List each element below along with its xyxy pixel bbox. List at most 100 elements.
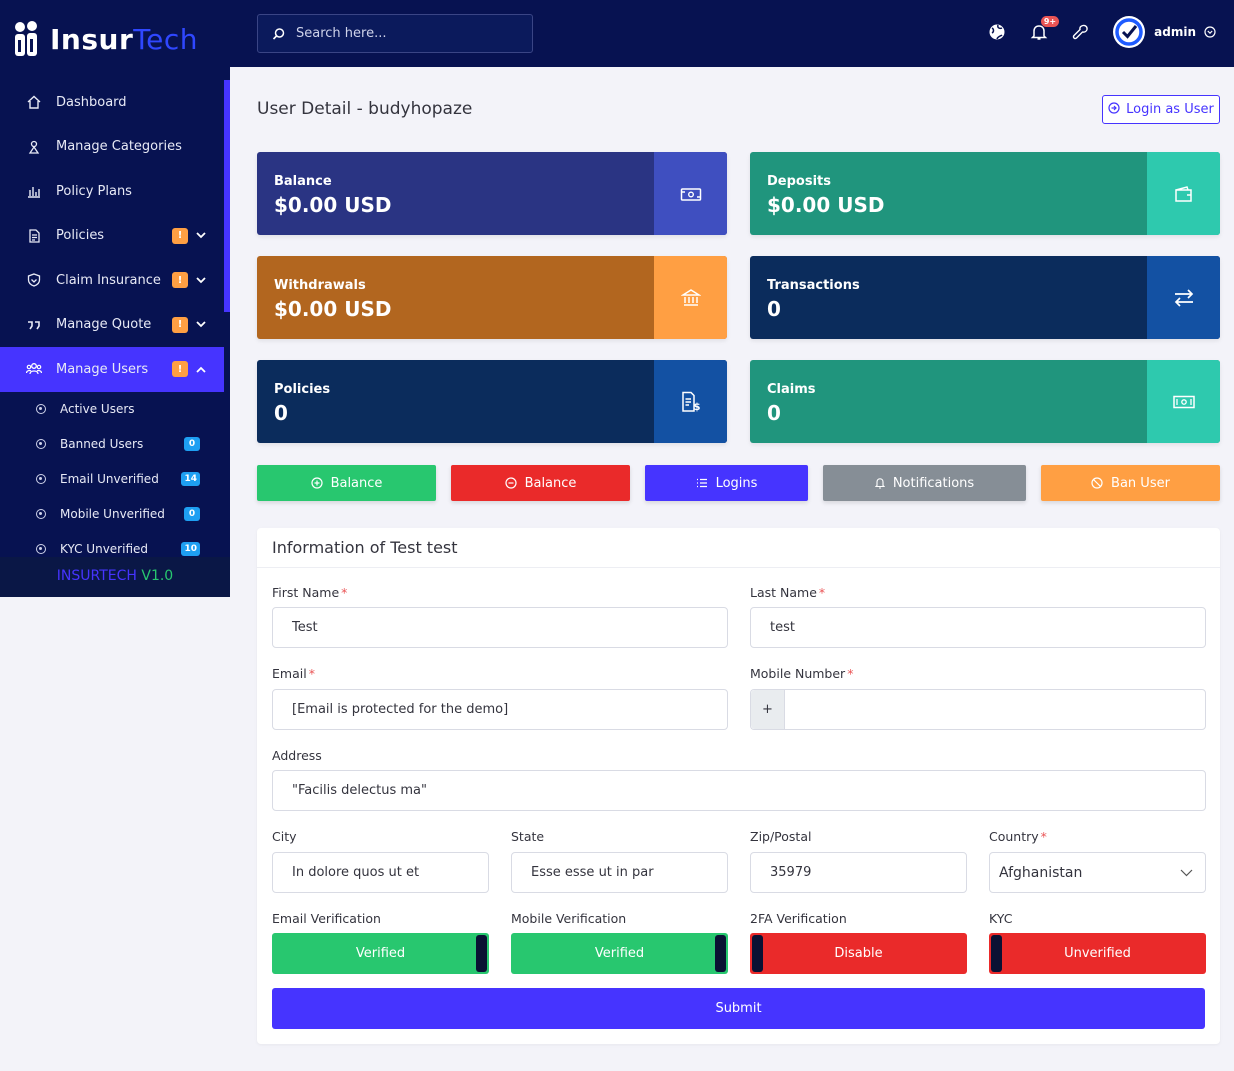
twofa-verification-toggle[interactable]: Disable <box>750 933 967 974</box>
email-field[interactable]: [Email is protected for the demo] <box>272 689 728 730</box>
topbar-actions: 9+ admin <box>965 14 1216 50</box>
sidebar-item-label: Manage Users <box>56 361 149 377</box>
avatar[interactable] <box>1113 16 1146 48</box>
ban-user-button[interactable]: Ban User <box>1041 465 1220 501</box>
chevron-down-circle-icon[interactable] <box>1204 26 1216 38</box>
sidebar-item-policies[interactable]: Policies ! <box>0 214 224 259</box>
submit-button[interactable]: Submit <box>272 988 1205 1029</box>
sidebar-item-label: Claim Insurance <box>56 272 161 288</box>
sidebar-item-manage-users[interactable]: Manage Users ! <box>0 347 224 392</box>
widget-value: 0 <box>767 401 781 425</box>
circle-dot-icon <box>36 474 46 484</box>
warning-badge: ! <box>172 316 188 333</box>
sidebar-item-dashboard[interactable]: Dashboard <box>0 80 224 125</box>
home-icon <box>26 94 42 110</box>
admin-name[interactable]: admin <box>1154 25 1196 39</box>
document-icon <box>26 228 42 244</box>
widget-title: Policies <box>274 382 331 397</box>
circle-dot-icon <box>36 509 46 519</box>
widget-value: $0.00 USD <box>274 193 392 217</box>
widget-value: 0 <box>274 401 288 425</box>
notifications-button[interactable]: Notifications <box>823 465 1026 501</box>
kyc-toggle[interactable]: Unverified <box>989 933 1206 974</box>
wallet-icon <box>1147 152 1220 235</box>
sidebar-subitem-banned-users[interactable]: Banned Users 0 <box>0 427 224 462</box>
toggle-handle[interactable] <box>715 935 726 972</box>
toggle-handle[interactable] <box>476 935 487 972</box>
notification-count-badge: 9+ <box>1040 16 1060 27</box>
country-select[interactable]: Afghanistan <box>989 852 1206 893</box>
count-badge: 14 <box>181 472 200 486</box>
sidebar-subitem-label: Email Unverified <box>60 472 159 486</box>
login-as-user-button[interactable]: Login as User <box>1102 95 1220 124</box>
mobile-verification-toggle[interactable]: Verified <box>511 933 728 974</box>
circle-dot-icon <box>36 404 46 414</box>
sidebar-subitem-mobile-unverified[interactable]: Mobile Unverified 0 <box>0 497 224 532</box>
widget-title: Withdrawals <box>274 278 366 293</box>
first-name-label: First Name * <box>272 585 348 600</box>
users-icon <box>26 361 42 377</box>
first-name-field[interactable]: Test <box>272 607 728 648</box>
globe-icon[interactable] <box>987 22 1007 42</box>
widget-policies[interactable]: Policies 0 $ <box>257 360 727 443</box>
count-badge: 0 <box>184 507 200 521</box>
state-field[interactable]: Esse esse ut in par <box>511 852 728 893</box>
email-verification-toggle[interactable]: Verified <box>272 933 489 974</box>
sidebar-subitem-kyc-unverified[interactable]: KYC Unverified 10 <box>0 532 224 567</box>
sidebar-item-policy-plans[interactable]: Policy Plans <box>0 169 224 214</box>
brand-name: InsurTech <box>50 22 198 56</box>
mobile-number-field[interactable]: + <box>750 689 1206 730</box>
city-label: City <box>272 829 297 844</box>
sidebar-subitem-label: KYC Unverified <box>60 542 149 556</box>
svg-text:$: $ <box>693 402 700 413</box>
exchange-icon <box>1147 256 1220 339</box>
widget-title: Deposits <box>767 174 831 189</box>
address-label: Address <box>272 748 322 763</box>
sidebar-item-label: Dashboard <box>56 94 127 110</box>
shield-icon <box>26 272 42 288</box>
widget-deposits[interactable]: Deposits $0.00 USD <box>750 152 1220 235</box>
sidebar-subitem-label: Mobile Unverified <box>60 507 165 521</box>
country-label: Country * <box>989 829 1047 844</box>
plus-circle-icon <box>310 477 323 489</box>
page-title: User Detail - budyhopaze <box>257 99 473 119</box>
bell-icon[interactable]: 9+ <box>1029 16 1060 42</box>
widget-title: Balance <box>274 174 332 189</box>
widget-claims[interactable]: Claims 0 <box>750 360 1220 443</box>
sidebar-scrollbar[interactable] <box>224 80 230 312</box>
widget-balance[interactable]: Balance $0.00 USD <box>257 152 727 235</box>
last-name-field[interactable]: test <box>750 607 1206 648</box>
mobile-verification-label: Mobile Verification <box>511 911 627 926</box>
zip-field[interactable]: 35979 <box>750 852 967 893</box>
city-field[interactable]: In dolore quos ut et <box>272 852 489 893</box>
sidebar-subitem-email-unverified[interactable]: Email Unverified 14 <box>0 462 224 497</box>
add-balance-button[interactable]: Balance <box>257 465 436 501</box>
mobile-prefix: + <box>751 690 785 729</box>
version-label: INSURTECH V1.0 <box>0 557 230 597</box>
sidebar-subitem-active-users[interactable]: Active Users <box>0 392 224 427</box>
count-badge: 10 <box>181 542 200 556</box>
address-field[interactable]: "Facilis delectus ma" <box>272 770 1206 811</box>
widget-withdrawals[interactable]: Withdrawals $0.00 USD <box>257 256 727 339</box>
toggle-handle[interactable] <box>752 935 763 972</box>
chevron-down-icon <box>196 232 206 239</box>
brand-logo[interactable]: InsurTech <box>0 0 230 78</box>
widget-transactions[interactable]: Transactions 0 <box>750 256 1220 339</box>
sidebar-item-claim-insurance[interactable]: Claim Insurance ! <box>0 258 224 303</box>
tree-icon <box>26 139 42 155</box>
sidebar-item-manage-quote[interactable]: Manage Quote ! <box>0 303 224 348</box>
state-label: State <box>511 829 545 844</box>
count-badge: 0 <box>184 437 200 451</box>
logins-button[interactable]: Logins <box>645 465 808 501</box>
sidebar-item-manage-categories[interactable]: Manage Categories <box>0 125 224 170</box>
sidebar-menu: Dashboard Manage Categories Policy Plans… <box>0 80 224 567</box>
search-input[interactable] <box>296 26 516 41</box>
quote-icon <box>26 317 42 333</box>
widget-title: Claims <box>767 382 816 397</box>
toggle-handle[interactable] <box>991 935 1002 972</box>
wrench-icon[interactable] <box>1071 22 1091 42</box>
chevron-down-icon <box>196 321 206 328</box>
kyc-label: KYC <box>989 911 1013 926</box>
widget-value: 0 <box>767 297 781 321</box>
subtract-balance-button[interactable]: Balance <box>451 465 630 501</box>
